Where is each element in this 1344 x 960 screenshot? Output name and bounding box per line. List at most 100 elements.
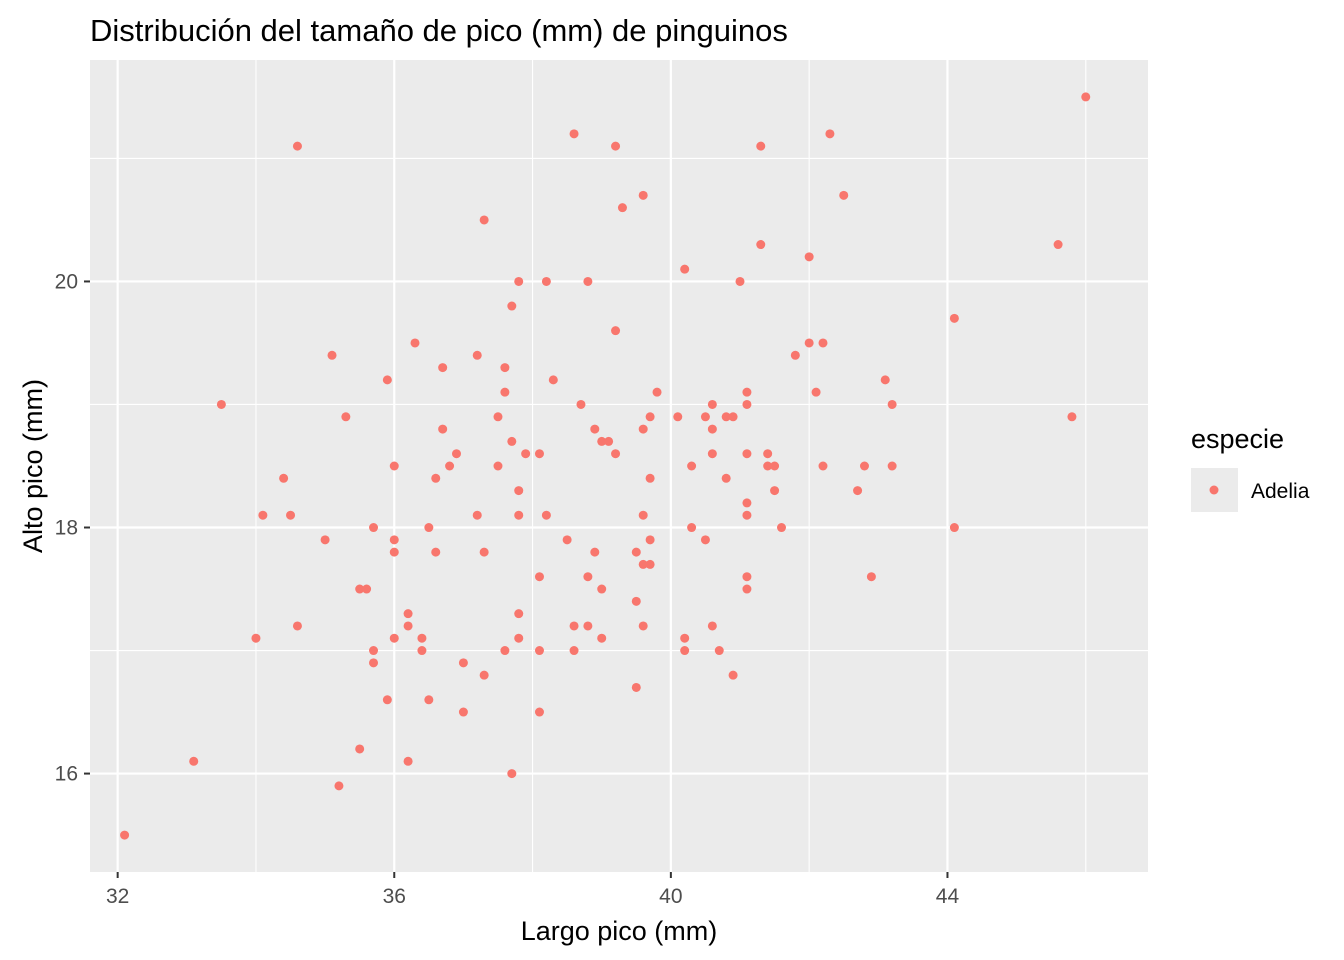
data-point bbox=[507, 301, 517, 311]
data-point bbox=[763, 461, 773, 471]
data-point bbox=[631, 596, 641, 606]
data-point bbox=[369, 646, 379, 656]
data-point bbox=[410, 338, 420, 348]
data-point bbox=[500, 363, 510, 373]
data-point bbox=[514, 276, 524, 286]
data-point bbox=[707, 424, 717, 434]
data-point bbox=[714, 646, 724, 656]
data-point bbox=[859, 461, 869, 471]
x-axis-ticks: 32 36 40 44 bbox=[106, 872, 959, 908]
data-point bbox=[707, 449, 717, 459]
data-point bbox=[742, 498, 752, 508]
data-point bbox=[721, 412, 731, 422]
data-point bbox=[458, 707, 468, 717]
data-point bbox=[569, 621, 579, 631]
data-point bbox=[645, 559, 655, 569]
data-point bbox=[818, 461, 828, 471]
x-tick-label: 32 bbox=[106, 885, 129, 908]
data-point bbox=[700, 412, 710, 422]
legend: especie Adelia bbox=[1191, 424, 1310, 512]
data-point bbox=[687, 523, 697, 533]
data-point bbox=[756, 141, 766, 151]
data-point bbox=[597, 633, 607, 643]
x-tick-label: 36 bbox=[383, 885, 406, 908]
data-point bbox=[811, 387, 821, 397]
data-point bbox=[770, 461, 780, 471]
data-point bbox=[576, 399, 586, 409]
data-point bbox=[493, 461, 503, 471]
data-point bbox=[341, 412, 351, 422]
data-point bbox=[590, 424, 600, 434]
data-point bbox=[534, 707, 544, 717]
data-point bbox=[424, 523, 434, 533]
legend-key-point bbox=[1209, 485, 1219, 495]
data-point bbox=[548, 375, 558, 385]
data-point bbox=[645, 473, 655, 483]
data-point bbox=[597, 436, 607, 446]
data-point bbox=[1053, 240, 1063, 250]
data-point bbox=[382, 375, 392, 385]
data-point bbox=[189, 756, 199, 766]
data-point bbox=[680, 264, 690, 274]
x-tick-label: 40 bbox=[659, 885, 682, 908]
data-point bbox=[611, 326, 621, 336]
data-point bbox=[534, 449, 544, 459]
data-point bbox=[673, 412, 683, 422]
data-point bbox=[355, 584, 365, 594]
data-point bbox=[472, 510, 482, 520]
data-point bbox=[479, 547, 489, 557]
data-point bbox=[389, 535, 399, 545]
legend-title: especie bbox=[1191, 424, 1284, 454]
data-point bbox=[534, 646, 544, 656]
data-point bbox=[742, 399, 752, 409]
data-point bbox=[853, 486, 863, 496]
data-point bbox=[583, 572, 593, 582]
data-point bbox=[631, 682, 641, 692]
x-tick-label: 44 bbox=[936, 885, 960, 908]
data-point bbox=[500, 646, 510, 656]
data-point bbox=[638, 510, 648, 520]
chart-title: Distribución del tamaño de pico (mm) de … bbox=[90, 13, 788, 48]
data-point bbox=[949, 523, 959, 533]
data-point bbox=[680, 633, 690, 643]
data-point bbox=[638, 559, 648, 569]
data-point bbox=[818, 338, 828, 348]
data-point bbox=[638, 424, 648, 434]
data-point bbox=[507, 769, 517, 779]
data-point bbox=[569, 129, 579, 139]
data-point bbox=[417, 646, 427, 656]
data-point bbox=[825, 129, 835, 139]
data-point bbox=[707, 621, 717, 631]
data-point bbox=[645, 535, 655, 545]
data-point bbox=[880, 375, 890, 385]
data-point bbox=[120, 830, 130, 840]
data-point bbox=[1067, 412, 1077, 422]
data-point bbox=[763, 449, 773, 459]
y-axis-title: Alto pico (mm) bbox=[18, 379, 48, 553]
data-point bbox=[507, 436, 517, 446]
data-point bbox=[742, 584, 752, 594]
data-point bbox=[472, 350, 482, 360]
data-point bbox=[389, 461, 399, 471]
data-point bbox=[369, 523, 379, 533]
data-point bbox=[431, 547, 441, 557]
data-points bbox=[120, 92, 1091, 840]
data-point bbox=[403, 621, 413, 631]
data-point bbox=[611, 141, 621, 151]
y-tick-label: 16 bbox=[55, 763, 78, 786]
data-point bbox=[514, 486, 524, 496]
data-point bbox=[680, 646, 690, 656]
data-point bbox=[534, 572, 544, 582]
data-point bbox=[735, 276, 745, 286]
data-point bbox=[514, 609, 524, 619]
data-point bbox=[611, 449, 621, 459]
data-point bbox=[424, 695, 434, 705]
data-point bbox=[431, 473, 441, 483]
data-point bbox=[742, 449, 752, 459]
data-point bbox=[389, 633, 399, 643]
data-point bbox=[514, 510, 524, 520]
data-point bbox=[590, 547, 600, 557]
data-point bbox=[445, 461, 455, 471]
data-point bbox=[438, 363, 448, 373]
